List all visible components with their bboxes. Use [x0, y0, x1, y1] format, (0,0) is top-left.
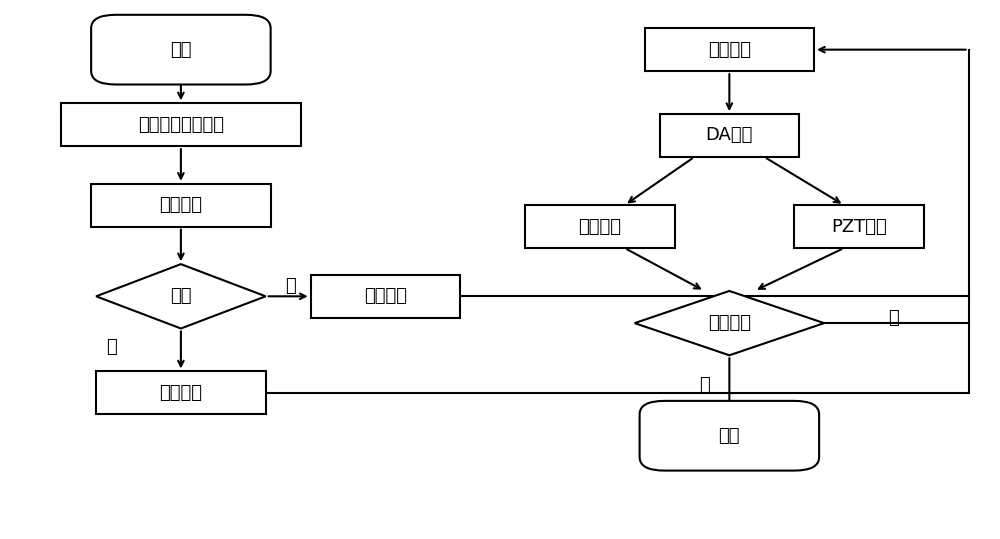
Text: 否: 否 [285, 277, 296, 295]
Text: DA输出: DA输出 [706, 127, 753, 144]
Text: 采样开始: 采样开始 [159, 196, 202, 214]
Text: 振动抑制: 振动抑制 [159, 384, 202, 402]
Text: 初始化运动控制器: 初始化运动控制器 [138, 116, 224, 134]
Bar [645, 28, 814, 71]
Bar [525, 205, 675, 248]
Text: 控制: 控制 [170, 287, 192, 305]
Text: 开始: 开始 [170, 40, 192, 59]
Polygon shape [635, 291, 824, 355]
Text: 结束: 结束 [719, 427, 740, 445]
FancyBboxPatch shape [640, 401, 819, 471]
Text: 丝杆驱动: 丝杆驱动 [578, 218, 621, 236]
Text: 算法运算: 算法运算 [708, 40, 751, 59]
Bar [794, 205, 924, 248]
Text: 是: 是 [106, 338, 116, 356]
Bar [96, 371, 266, 414]
Text: 振动测量: 振动测量 [364, 287, 407, 305]
Bar [61, 103, 301, 146]
Polygon shape [96, 264, 266, 328]
Text: 结束控制: 结束控制 [708, 314, 751, 332]
Text: PZT驱动: PZT驱动 [831, 218, 887, 236]
Bar [660, 114, 799, 157]
Bar [91, 184, 271, 226]
Text: 否: 否 [889, 309, 899, 327]
Text: 是: 是 [699, 376, 710, 394]
FancyBboxPatch shape [91, 15, 271, 85]
Bar [311, 275, 460, 318]
